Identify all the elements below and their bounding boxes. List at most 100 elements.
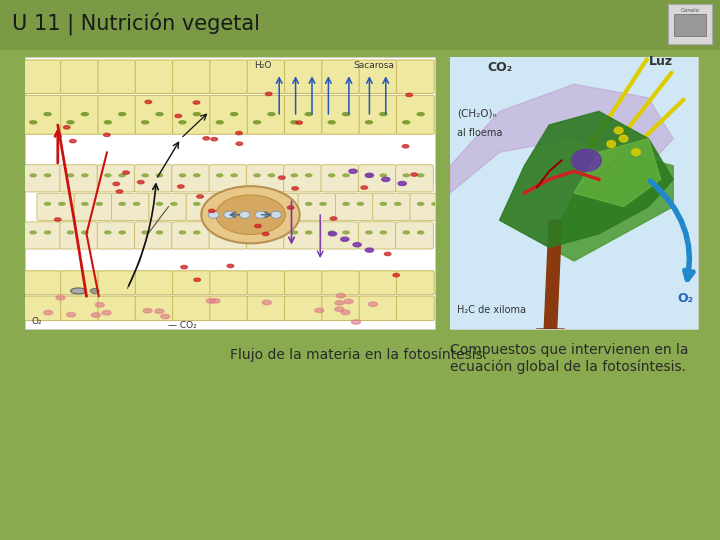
Ellipse shape xyxy=(197,195,203,198)
FancyBboxPatch shape xyxy=(322,60,359,93)
Ellipse shape xyxy=(403,174,410,177)
FancyBboxPatch shape xyxy=(284,271,323,295)
Ellipse shape xyxy=(211,299,220,303)
Text: CO₂: CO₂ xyxy=(487,60,512,73)
Ellipse shape xyxy=(236,142,243,145)
Ellipse shape xyxy=(119,231,125,234)
Ellipse shape xyxy=(418,202,424,205)
Ellipse shape xyxy=(30,231,36,234)
FancyBboxPatch shape xyxy=(98,60,135,93)
FancyBboxPatch shape xyxy=(396,222,433,249)
Ellipse shape xyxy=(156,113,163,116)
Ellipse shape xyxy=(268,113,275,116)
Ellipse shape xyxy=(230,113,238,116)
Ellipse shape xyxy=(269,174,274,177)
Ellipse shape xyxy=(269,231,274,234)
FancyBboxPatch shape xyxy=(397,96,434,134)
Ellipse shape xyxy=(403,231,410,234)
Ellipse shape xyxy=(384,252,391,255)
Ellipse shape xyxy=(380,174,387,177)
Ellipse shape xyxy=(380,202,387,205)
FancyBboxPatch shape xyxy=(135,222,172,249)
Ellipse shape xyxy=(161,314,170,319)
Ellipse shape xyxy=(380,231,387,234)
Ellipse shape xyxy=(70,139,76,143)
FancyBboxPatch shape xyxy=(247,60,285,93)
Ellipse shape xyxy=(155,309,164,313)
Ellipse shape xyxy=(305,113,312,116)
FancyBboxPatch shape xyxy=(23,296,61,321)
Ellipse shape xyxy=(82,174,88,177)
Ellipse shape xyxy=(194,278,200,281)
FancyBboxPatch shape xyxy=(23,60,61,93)
FancyBboxPatch shape xyxy=(209,222,247,249)
Ellipse shape xyxy=(335,301,344,305)
FancyBboxPatch shape xyxy=(97,165,135,192)
Ellipse shape xyxy=(382,177,390,181)
Ellipse shape xyxy=(181,266,187,269)
FancyBboxPatch shape xyxy=(359,60,397,93)
Ellipse shape xyxy=(194,231,200,234)
Ellipse shape xyxy=(202,186,300,244)
FancyBboxPatch shape xyxy=(247,271,285,295)
Ellipse shape xyxy=(178,185,184,188)
FancyBboxPatch shape xyxy=(284,60,323,93)
Ellipse shape xyxy=(351,320,361,324)
FancyBboxPatch shape xyxy=(247,96,285,134)
FancyBboxPatch shape xyxy=(284,165,321,192)
Ellipse shape xyxy=(45,174,50,177)
Ellipse shape xyxy=(63,126,70,129)
Polygon shape xyxy=(500,111,673,247)
Ellipse shape xyxy=(343,231,349,234)
Circle shape xyxy=(271,211,282,218)
FancyBboxPatch shape xyxy=(210,60,248,93)
Ellipse shape xyxy=(306,231,312,234)
Ellipse shape xyxy=(343,113,349,116)
FancyBboxPatch shape xyxy=(373,193,410,220)
Ellipse shape xyxy=(279,176,285,179)
Text: Luz: Luz xyxy=(649,55,673,68)
Ellipse shape xyxy=(395,202,401,205)
Ellipse shape xyxy=(123,171,130,174)
Ellipse shape xyxy=(402,121,410,124)
Circle shape xyxy=(255,211,266,218)
Ellipse shape xyxy=(291,121,298,124)
Ellipse shape xyxy=(619,135,628,142)
Ellipse shape xyxy=(417,113,424,116)
Text: Sacarosa: Sacarosa xyxy=(353,61,394,70)
FancyBboxPatch shape xyxy=(60,222,98,249)
Ellipse shape xyxy=(171,202,177,205)
Ellipse shape xyxy=(328,231,335,234)
Ellipse shape xyxy=(393,274,400,277)
Bar xyxy=(674,14,706,36)
FancyBboxPatch shape xyxy=(359,296,397,321)
Ellipse shape xyxy=(82,202,88,205)
Ellipse shape xyxy=(217,174,222,177)
Polygon shape xyxy=(450,84,673,193)
FancyBboxPatch shape xyxy=(322,296,359,321)
Ellipse shape xyxy=(262,232,269,235)
Ellipse shape xyxy=(44,310,53,315)
Ellipse shape xyxy=(366,121,372,124)
Ellipse shape xyxy=(614,127,623,134)
Ellipse shape xyxy=(194,202,200,205)
Ellipse shape xyxy=(81,113,89,116)
FancyBboxPatch shape xyxy=(336,193,373,220)
Ellipse shape xyxy=(320,202,326,205)
FancyBboxPatch shape xyxy=(97,222,135,249)
Ellipse shape xyxy=(104,174,111,177)
Ellipse shape xyxy=(336,293,346,298)
FancyBboxPatch shape xyxy=(173,96,210,134)
Ellipse shape xyxy=(90,288,99,293)
Ellipse shape xyxy=(104,133,110,137)
FancyBboxPatch shape xyxy=(210,96,248,134)
Ellipse shape xyxy=(315,308,324,313)
Circle shape xyxy=(224,211,235,218)
Ellipse shape xyxy=(142,174,148,177)
Ellipse shape xyxy=(365,173,374,177)
Ellipse shape xyxy=(217,231,222,234)
FancyBboxPatch shape xyxy=(284,296,323,321)
Text: Canelo: Canelo xyxy=(680,9,700,14)
FancyBboxPatch shape xyxy=(98,96,135,134)
Ellipse shape xyxy=(55,218,61,221)
